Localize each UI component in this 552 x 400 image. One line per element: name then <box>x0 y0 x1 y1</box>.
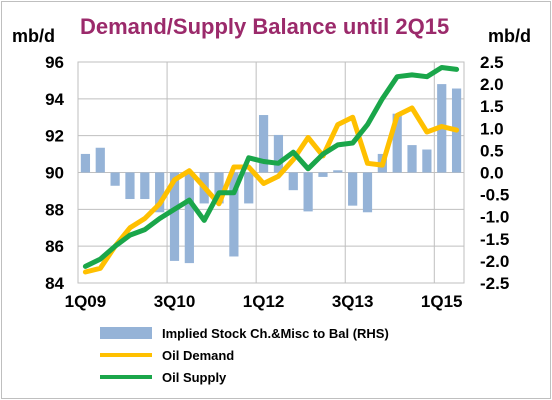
x-tick-label: 1Q09 <box>65 292 107 311</box>
bar-stock-change <box>140 172 150 200</box>
bar-stock-change <box>184 172 194 264</box>
chart-legend: Implied Stock Ch.&Misc to Bal (RHS) Oil … <box>100 322 389 388</box>
legend-swatch-bars <box>100 327 152 339</box>
bar-stock-change <box>348 172 358 206</box>
bar-stock-change <box>288 172 298 191</box>
bar-stock-change <box>244 172 254 204</box>
y-right-tick-label: 1.0 <box>480 119 504 138</box>
x-tick-label: 3Q10 <box>154 292 196 311</box>
y-left-tick-label: 84 <box>45 274 64 293</box>
bar-stock-change <box>229 172 239 257</box>
bar-stock-change <box>407 145 417 173</box>
y-left-tick-label: 90 <box>45 164 64 183</box>
oil-supply-line <box>82 65 460 269</box>
left-axis-unit: mb/d <box>12 26 55 46</box>
x-tick-label: 3Q13 <box>332 292 374 311</box>
legend-label-oil-demand: Oil Demand <box>162 347 235 363</box>
y-left-tick-label: 94 <box>45 90 64 109</box>
y-left-tick-label: 88 <box>45 200 64 219</box>
chart-title: Demand/Supply Balance until 2Q15 <box>80 14 450 39</box>
legend-swatch-supply <box>100 375 152 379</box>
legend-item-oil-demand: Oil Demand <box>100 344 389 366</box>
y-right-tick-label: 2.5 <box>480 53 504 72</box>
bar-stock-change <box>303 172 313 212</box>
y-right-tick-label: -0.5 <box>480 186 509 205</box>
y-right-tick-label: -2.0 <box>480 252 509 271</box>
y-right-tick-label: -2.5 <box>480 274 509 293</box>
bar-stock-change <box>214 172 224 204</box>
oil-demand-line <box>82 105 460 275</box>
bar-stock-change <box>422 149 432 173</box>
bar-stock-change <box>110 172 120 186</box>
bar-stock-change <box>155 172 165 213</box>
legend-item-stock-change: Implied Stock Ch.&Misc to Bal (RHS) <box>100 322 389 344</box>
y-left-tick-label: 92 <box>45 127 64 146</box>
bar-stock-change <box>318 172 328 177</box>
y-right-tick-label: 0.5 <box>480 141 504 160</box>
y-right-tick-label: 1.5 <box>480 97 504 116</box>
x-tick-label: 1Q15 <box>421 292 463 311</box>
x-tick-label: 1Q12 <box>243 292 285 311</box>
y-right-tick-label: 0.0 <box>480 164 504 183</box>
legend-label-oil-supply: Oil Supply <box>162 369 227 385</box>
y-right-tick-label: 2.0 <box>480 75 504 94</box>
bar-stock-change <box>273 134 284 173</box>
y-left-tick-label: 96 <box>45 53 64 72</box>
bar-stock-change <box>362 172 373 213</box>
legend-item-oil-supply: Oil Supply <box>100 366 389 388</box>
bar-stock-change <box>80 153 91 173</box>
y-right-tick-label: -1.0 <box>480 208 509 227</box>
bar-stock-change <box>95 147 105 173</box>
legend-label-stock-change: Implied Stock Ch.&Misc to Bal (RHS) <box>162 325 389 341</box>
bar-stock-change <box>258 115 269 173</box>
bar-stock-change <box>169 172 180 261</box>
legend-swatch-demand <box>100 353 152 357</box>
right-axis-unit: mb/d <box>488 26 531 46</box>
bar-stock-change <box>333 170 343 173</box>
y-left-tick-label: 86 <box>45 237 64 256</box>
y-right-tick-label: -1.5 <box>480 230 509 249</box>
bar-stock-change <box>125 172 135 200</box>
bar-stock-change <box>392 113 402 173</box>
